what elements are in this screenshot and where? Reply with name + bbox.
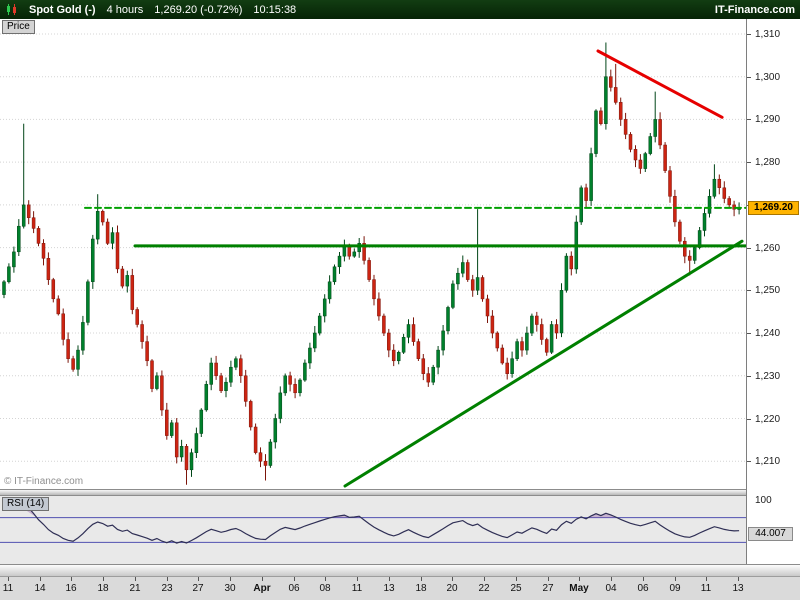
horizontal-scrollbar[interactable] (0, 564, 800, 577)
y-axis-tick-label: 1,280 (755, 157, 781, 169)
rsi-value-badge: 44.007 (748, 527, 793, 541)
x-axis-label: 09 (669, 583, 681, 594)
x-axis-tick-mark (40, 577, 41, 581)
y-axis-tick-mark (747, 333, 751, 334)
y-axis-tick-mark (747, 290, 751, 291)
y-axis-tick-mark (747, 77, 751, 78)
rsi-axis-top-label: 100 (755, 495, 772, 506)
rsi-panel-tab[interactable]: RSI (14) (2, 497, 50, 511)
y-axis-tick-mark (747, 376, 751, 377)
y-axis-tick-label: 1,290 (755, 114, 781, 126)
x-axis-tick-mark (484, 577, 485, 581)
y-axis-tick-mark (747, 162, 751, 163)
y-axis-tick-label: 1,300 (755, 71, 781, 83)
x-axis-label: Apr (253, 583, 271, 594)
x-axis-tick-mark (103, 577, 104, 581)
x-axis-tick-mark (643, 577, 644, 581)
x-axis-tick-mark (706, 577, 707, 581)
x-axis-tick-mark (8, 577, 9, 581)
x-axis-label: 14 (34, 583, 46, 594)
y-axis-tick-mark (747, 34, 751, 35)
x-axis-tick-mark (675, 577, 676, 581)
x-axis-tick-mark (579, 577, 580, 581)
copyright-watermark: © IT-Finance.com (4, 476, 84, 487)
x-axis-tick-mark (548, 577, 549, 581)
x-axis-tick-mark (389, 577, 390, 581)
x-axis-tick-mark (452, 577, 453, 581)
x-axis-label: 11 (351, 583, 363, 594)
x-axis-label: 11 (700, 583, 712, 594)
x-axis-label: 13 (383, 583, 395, 594)
x-axis-tick-mark (421, 577, 422, 581)
timeframe-label: 4 hours (106, 3, 144, 16)
rsi-panel[interactable] (0, 496, 746, 564)
x-axis-label: 06 (288, 583, 300, 594)
x-axis-label: 18 (415, 583, 427, 594)
x-axis-tick-mark (738, 577, 739, 581)
current-price-badge: 1,269.20 (748, 201, 799, 215)
app-titlebar: Spot Gold (-) 4 hours 1,269.20 (-0.72%) … (0, 0, 800, 19)
x-axis-label: 04 (605, 583, 617, 594)
x-axis-label: 11 (2, 583, 14, 594)
y-axis-tick-mark (747, 248, 751, 249)
y-axis-tick-mark (747, 461, 751, 462)
descending-trendline[interactable] (596, 49, 724, 119)
price-chart-canvas[interactable] (0, 19, 746, 489)
instrument-name: Spot Gold (-) (29, 3, 96, 16)
x-axis-label: 23 (161, 583, 173, 594)
x-axis-label: 27 (542, 583, 554, 594)
x-axis-tick-mark (262, 577, 263, 581)
x-axis-tick-mark (230, 577, 231, 581)
panel-splitter[interactable] (0, 489, 746, 496)
x-axis-label: 08 (319, 583, 331, 594)
x-axis-label: 27 (192, 583, 204, 594)
x-axis-tick-mark (135, 577, 136, 581)
brand-label: IT-Finance.com (714, 3, 795, 16)
y-axis-tick-label: 1,220 (755, 413, 781, 425)
x-axis-label: 20 (446, 583, 458, 594)
y-axis-tick-label: 1,230 (755, 370, 781, 382)
x-axis-label: 16 (65, 583, 77, 594)
y-axis-tick-label: 1,240 (755, 328, 781, 340)
x-axis-tick-mark (357, 577, 358, 581)
price-panel-tab[interactable]: Price (2, 20, 35, 34)
y-axis[interactable]: 1,269.20 100 44.007 1,310 1,300 1,290 1,280… (746, 19, 800, 564)
x-axis-label: 13 (732, 583, 744, 594)
clock-label: 10:15:38 (253, 3, 297, 16)
y-axis-tick-mark (747, 419, 751, 420)
x-axis-tick-mark (611, 577, 612, 581)
x-axis-tick-mark (325, 577, 326, 581)
x-axis-tick-mark (516, 577, 517, 581)
x-axis-label: 18 (97, 583, 109, 594)
y-axis-tick-label: 1,260 (755, 242, 781, 254)
last-price-change-label: 1,269.20 (-0.72%) (154, 3, 243, 16)
x-axis[interactable]: 11 14 16 18 21 23 27 30 Apr 06 08 11 13 18 20 22 25 27 May… (0, 577, 800, 600)
x-axis-label: 22 (478, 583, 490, 594)
x-axis-label: 21 (129, 583, 141, 594)
x-axis-tick-mark (71, 577, 72, 581)
x-axis-tick-mark (198, 577, 199, 581)
x-axis-tick-mark (167, 577, 168, 581)
x-axis-label: May (569, 583, 589, 594)
y-axis-tick-label: 1,250 (755, 285, 781, 297)
x-axis-label: 06 (637, 583, 649, 594)
x-axis-tick-mark (294, 577, 295, 581)
y-axis-tick-label: 1,310 (755, 28, 781, 40)
rsi-chart-canvas[interactable] (0, 496, 746, 564)
ascending-trendline[interactable] (343, 239, 744, 488)
candlestick-icon (7, 4, 16, 15)
y-axis-tick-label: 1,210 (755, 456, 781, 468)
x-axis-label: 30 (224, 583, 236, 594)
y-axis-tick-mark (747, 119, 751, 120)
x-axis-label: 25 (510, 583, 522, 594)
